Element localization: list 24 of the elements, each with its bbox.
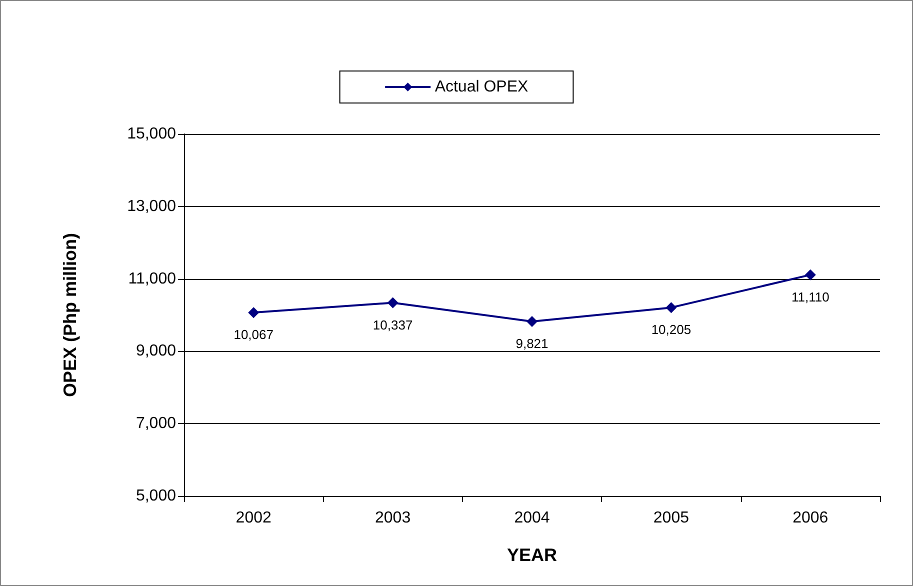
point <box>526 316 538 327</box>
legend-label: Actual OPEX <box>434 78 529 96</box>
data-label: 9,821 <box>516 336 548 351</box>
x-tick-label: 2004 <box>514 510 550 526</box>
x-tick-label: 2006 <box>792 510 828 526</box>
data-label: 10,205 <box>651 322 692 338</box>
x-tick-label: 2005 <box>653 510 690 526</box>
x-axis-title: YEAR <box>506 545 558 565</box>
data-label: 11,110 <box>791 289 830 304</box>
y-tick-label: 13,000 <box>127 198 176 215</box>
data-label: 10,337 <box>372 317 413 332</box>
y-axis-title: OPEX (Php million) <box>60 232 80 398</box>
y-tick-label: 9,000 <box>136 342 176 360</box>
y-tick-label: 5,000 <box>136 488 176 504</box>
point <box>666 302 677 314</box>
point <box>387 297 398 308</box>
y-tick-label: 15,000 <box>127 126 176 142</box>
x-tick-label: 2003 <box>375 510 411 526</box>
y-tick-label: 7,000 <box>136 415 176 432</box>
x-tick-label: 2002 <box>236 510 272 526</box>
data-label: 10,067 <box>234 327 274 342</box>
y-tick-label: 11,000 <box>128 270 176 288</box>
point <box>804 269 816 280</box>
point <box>248 307 260 318</box>
